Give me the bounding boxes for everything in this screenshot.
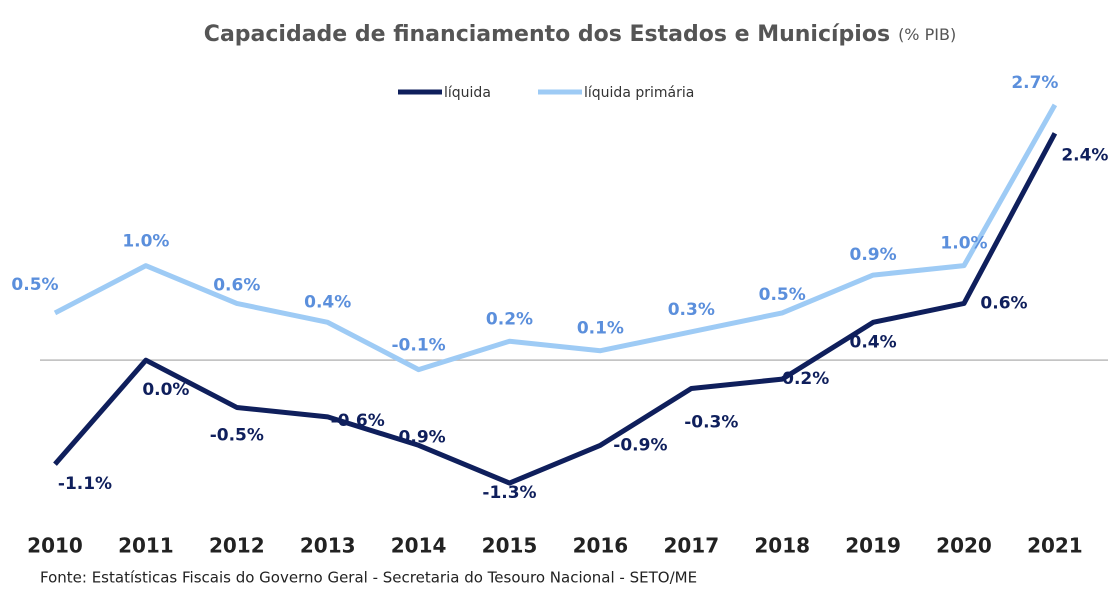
data-label: -0.1% bbox=[391, 336, 445, 356]
x-tick-label: 2018 bbox=[754, 534, 810, 558]
data-label: -1.1% bbox=[58, 474, 112, 494]
x-tick-label: 2011 bbox=[118, 534, 174, 558]
legend-label: líquida primária bbox=[584, 85, 694, 101]
x-tick-label: 2014 bbox=[391, 534, 447, 558]
data-label: 0.4% bbox=[304, 292, 351, 312]
data-label: -1.3% bbox=[482, 483, 536, 503]
x-tick-label: 2010 bbox=[27, 534, 83, 558]
data-label: -0.2% bbox=[775, 369, 829, 389]
data-label: 1.0% bbox=[122, 232, 169, 252]
x-tick-label: 2016 bbox=[573, 534, 629, 558]
x-tick-label: 2015 bbox=[482, 534, 538, 558]
x-tick-label: 2021 bbox=[1027, 534, 1083, 558]
legend-label: líquida bbox=[444, 85, 491, 101]
data-label: 0.9% bbox=[850, 245, 897, 265]
series-line bbox=[53, 103, 1058, 373]
data-label: 0.5% bbox=[11, 275, 58, 295]
data-label: 0.1% bbox=[577, 319, 624, 339]
data-label: -0.9% bbox=[391, 427, 445, 447]
source: Fonte: Estatísticas Fiscais do Governo G… bbox=[40, 569, 697, 587]
x-tick-label: 2020 bbox=[936, 534, 992, 558]
data-label: 0.0% bbox=[142, 380, 189, 400]
data-label: -0.9% bbox=[613, 435, 667, 455]
data-label: 0.5% bbox=[759, 285, 806, 305]
data-label: 2.7% bbox=[1011, 73, 1058, 93]
chart-title: Capacidade de financiamento dos Estados … bbox=[204, 22, 956, 47]
data-label: -0.3% bbox=[684, 413, 738, 433]
data-label: 0.6% bbox=[213, 275, 260, 295]
data-label: 0.2% bbox=[486, 309, 533, 329]
unit: (% PIB) bbox=[898, 25, 956, 44]
x-tick-label: 2019 bbox=[845, 534, 901, 558]
x-tick-label: 2013 bbox=[300, 534, 356, 558]
data-label: 1.0% bbox=[940, 234, 987, 254]
data-label: -0.6% bbox=[331, 411, 385, 431]
data-label: 2.4% bbox=[1061, 145, 1108, 165]
x-tick-label: 2017 bbox=[663, 534, 719, 558]
data-label: 0.4% bbox=[850, 332, 897, 352]
series-line bbox=[53, 132, 1058, 486]
data-label: 0.3% bbox=[668, 300, 715, 320]
data-label: 0.6% bbox=[980, 293, 1027, 313]
x-tick-label: 2012 bbox=[209, 534, 265, 558]
title: Capacidade de financiamento dos Estados … bbox=[204, 22, 890, 47]
data-label: -0.5% bbox=[210, 425, 264, 445]
